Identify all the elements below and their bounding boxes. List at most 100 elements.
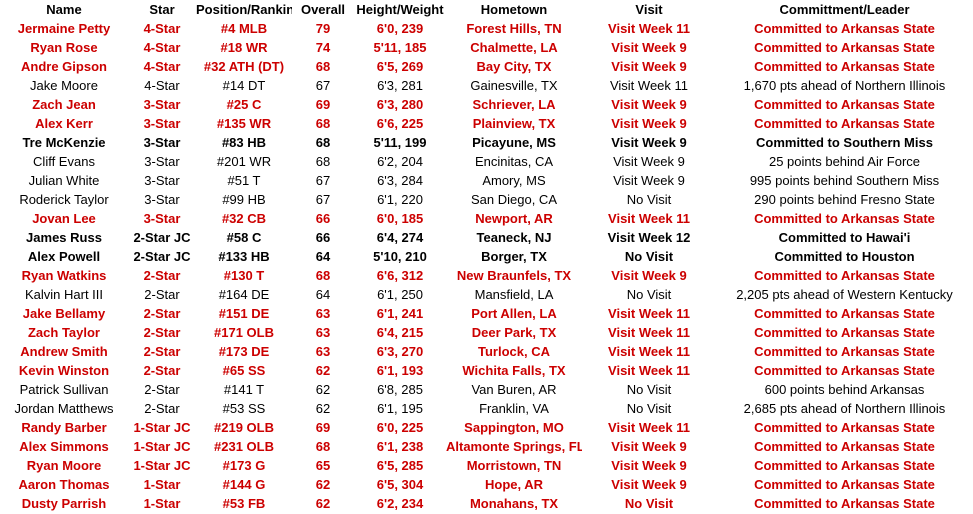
cell-hometown: Gainesville, TX bbox=[470, 78, 558, 93]
cell-name[interactable]: Jermaine Petty bbox=[17, 21, 111, 36]
cell-hometown: Mansfield, LA bbox=[474, 287, 554, 302]
column-header-hometown: Hometown bbox=[480, 2, 548, 17]
cell-overall: 64 bbox=[315, 249, 331, 264]
cell-height_weight: 6'3, 281 bbox=[377, 78, 423, 93]
cell-position: #173 G bbox=[222, 458, 266, 473]
cell-name[interactable]: Alex Kerr bbox=[35, 116, 93, 131]
cell-commitment: 995 points behind Southern Miss bbox=[749, 173, 940, 188]
cell-position: #51 T bbox=[227, 173, 261, 188]
cell-visit: Visit Week 11 bbox=[608, 344, 690, 359]
cell-star: 3-Star bbox=[144, 173, 180, 188]
cell-name[interactable]: Randy Barber bbox=[21, 420, 107, 435]
cell-star: 2-Star bbox=[143, 268, 181, 283]
cell-commitment: 600 points behind Arkansas bbox=[764, 382, 925, 397]
cell-name[interactable]: Jake Moore bbox=[30, 78, 98, 93]
cell-height_weight: 6'0, 185 bbox=[376, 211, 424, 226]
cell-commitment: Committed to Arkansas State bbox=[754, 97, 935, 112]
cell-name[interactable]: Tre McKenzie bbox=[22, 135, 106, 150]
cell-commitment: Committed to Arkansas State bbox=[754, 306, 935, 321]
cell-position: #219 OLB bbox=[214, 420, 274, 435]
cell-visit: Visit Week 9 bbox=[613, 173, 685, 188]
table-row: Andre Gipson 4-Star #32 ATH (DT) 68 6'5, 269… bbox=[0, 57, 973, 76]
cell-hometown: Forest Hills, TN bbox=[466, 21, 562, 36]
cell-name[interactable]: Andre Gipson bbox=[21, 59, 107, 74]
table-row: Kalvin Hart III 2-Star #164 DE 64 6'1, 250 Ma… bbox=[0, 285, 973, 304]
table-row: Jordan Matthews 2-Star #53 SS 62 6'1, 195 Fra… bbox=[0, 399, 973, 418]
cell-visit: Visit Week 11 bbox=[608, 306, 690, 321]
cell-name[interactable]: Andrew Smith bbox=[20, 344, 108, 359]
cell-height_weight: 6'5, 269 bbox=[376, 59, 424, 74]
cell-hometown: Wichita Falls, TX bbox=[462, 363, 566, 378]
cell-name[interactable]: Alex Simmons bbox=[19, 439, 109, 454]
cell-commitment: Committed to Arkansas State bbox=[754, 344, 935, 359]
cell-overall: 64 bbox=[315, 287, 331, 302]
cell-name[interactable]: Kalvin Hart III bbox=[24, 287, 104, 302]
table-row: Alex Simmons 1-Star JC #231 OLB 68 6'1, 238 A… bbox=[0, 437, 973, 456]
cell-star: 2-Star bbox=[144, 287, 180, 302]
cell-name[interactable]: Jordan Matthews bbox=[14, 401, 114, 416]
cell-visit: Visit Week 9 bbox=[613, 154, 685, 169]
cell-commitment: Committed to Arkansas State bbox=[754, 21, 935, 36]
cell-visit: No Visit bbox=[624, 249, 674, 264]
cell-name[interactable]: Patrick Sullivan bbox=[19, 382, 109, 397]
cell-height_weight: 6'0, 225 bbox=[376, 420, 424, 435]
cell-position: #58 C bbox=[226, 230, 262, 245]
cell-overall: 68 bbox=[315, 135, 331, 150]
cell-height_weight: 6'4, 215 bbox=[376, 325, 424, 340]
cell-visit: No Visit bbox=[626, 401, 672, 416]
cell-name[interactable]: Ryan Rose bbox=[30, 40, 98, 55]
cell-height_weight: 6'5, 304 bbox=[376, 477, 424, 492]
cell-overall: 62 bbox=[315, 363, 331, 378]
cell-height_weight: 6'3, 270 bbox=[376, 344, 424, 359]
cell-name[interactable]: James Russ bbox=[26, 230, 102, 245]
cell-star: 3-Star bbox=[144, 192, 180, 207]
cell-commitment: Committed to Arkansas State bbox=[754, 496, 935, 511]
cell-star: 2-Star bbox=[143, 363, 181, 378]
cell-position: #18 WR bbox=[220, 40, 268, 55]
cell-name[interactable]: Jake Bellamy bbox=[22, 306, 106, 321]
cell-name[interactable]: Dusty Parrish bbox=[21, 496, 107, 511]
cell-name[interactable]: Julian White bbox=[28, 173, 100, 188]
cell-hometown: Plainview, TX bbox=[472, 116, 556, 131]
cell-overall: 62 bbox=[315, 382, 331, 397]
cell-name[interactable]: Ryan Watkins bbox=[21, 268, 107, 283]
cell-hometown: Newport, AR bbox=[475, 211, 553, 226]
cell-star: 2-Star JC bbox=[133, 249, 191, 264]
cell-star: 3-Star bbox=[143, 135, 181, 150]
column-header-star: Star bbox=[149, 2, 175, 17]
cell-name[interactable]: Roderick Taylor bbox=[19, 192, 109, 207]
cell-overall: 65 bbox=[315, 458, 331, 473]
cell-height_weight: 6'2, 204 bbox=[377, 154, 423, 169]
cell-name[interactable]: Cliff Evans bbox=[33, 154, 95, 169]
cell-position: #231 OLB bbox=[214, 439, 274, 454]
cell-name[interactable]: Jovan Lee bbox=[32, 211, 96, 226]
cell-overall: 68 bbox=[315, 439, 331, 454]
cell-hometown: Hope, AR bbox=[484, 477, 544, 492]
cell-commitment: 1,670 pts ahead of Northern Illinois bbox=[743, 78, 946, 93]
cell-height_weight: 6'0, 239 bbox=[376, 21, 424, 36]
cell-name[interactable]: Zach Taylor bbox=[27, 325, 100, 340]
cell-height_weight: 5'11, 199 bbox=[373, 135, 427, 150]
cell-hometown: San Diego, CA bbox=[471, 192, 557, 207]
cell-hometown: Amory, MS bbox=[482, 173, 546, 188]
cell-name[interactable]: Alex Powell bbox=[27, 249, 101, 264]
cell-name[interactable]: Aaron Thomas bbox=[18, 477, 110, 492]
cell-commitment: Committed to Arkansas State bbox=[754, 325, 935, 340]
cell-star: 2-Star bbox=[143, 344, 181, 359]
cell-name[interactable]: Ryan Moore bbox=[26, 458, 102, 473]
cell-name[interactable]: Zach Jean bbox=[32, 97, 96, 112]
table-row: Ryan Moore 1-Star JC #173 G 65 6'5, 285 Morri… bbox=[0, 456, 973, 475]
cell-commitment: Committed to Arkansas State bbox=[754, 40, 935, 55]
cell-position: #141 T bbox=[223, 382, 265, 397]
table-row: Patrick Sullivan 2-Star #141 T 62 6'8, 285 Va… bbox=[0, 380, 973, 399]
cell-visit: No Visit bbox=[626, 382, 672, 397]
cell-visit: Visit Week 11 bbox=[608, 420, 690, 435]
cell-position: #32 ATH (DT) bbox=[203, 59, 285, 74]
column-header-position: Position/Ranking bbox=[196, 2, 292, 17]
cell-visit: Visit Week 11 bbox=[608, 363, 690, 378]
table-row: Roderick Taylor 3-Star #99 HB 67 6'1, 220 San… bbox=[0, 190, 973, 209]
cell-name[interactable]: Kevin Winston bbox=[18, 363, 110, 378]
cell-position: #14 DT bbox=[222, 78, 266, 93]
column-header-height_weight: Height/Weight bbox=[356, 2, 444, 17]
cell-overall: 68 bbox=[315, 59, 331, 74]
